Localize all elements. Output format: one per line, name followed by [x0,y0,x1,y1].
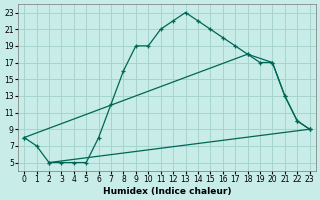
X-axis label: Humidex (Indice chaleur): Humidex (Indice chaleur) [103,187,231,196]
